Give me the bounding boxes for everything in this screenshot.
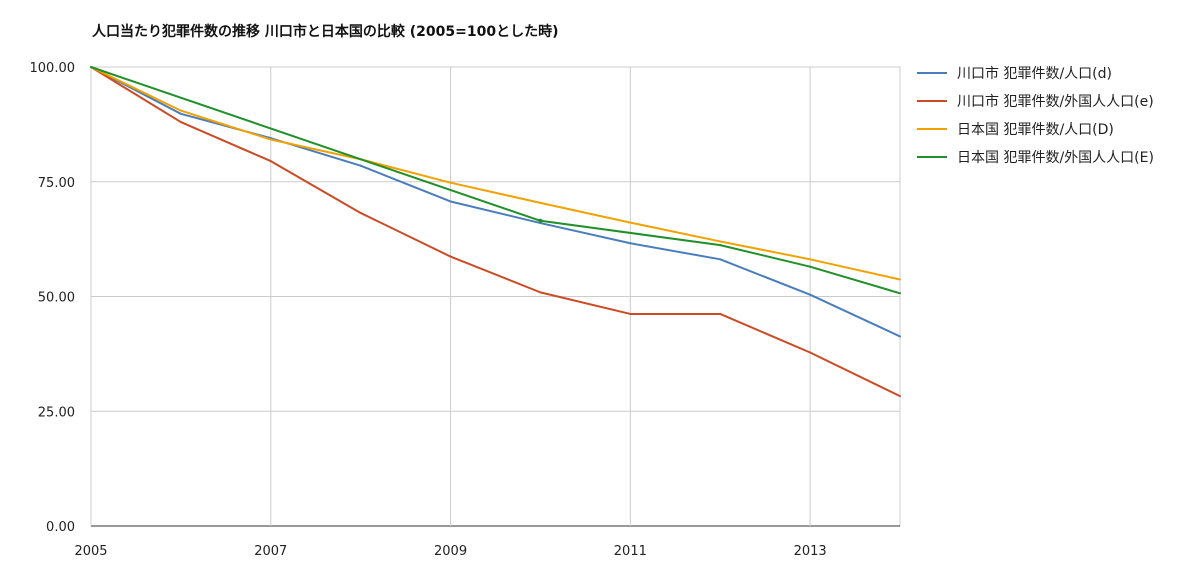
y-tick-label: 50.00 [38,291,75,306]
y-tick-label: 25.00 [38,405,75,420]
series-lines [90,66,901,398]
series-2-segment [719,312,812,354]
series-3-segment [449,181,542,204]
series-4-point [538,218,543,223]
series-3-segment [719,240,812,261]
series-4-segment [90,66,542,222]
legend-label: 川口市 犯罪件数/外国人人口(e) [957,93,1154,110]
x-tick-label: 2009 [434,544,467,559]
legend-item: 日本国 犯罪件数/人口(D) [917,122,1114,138]
series-3-segment [90,66,182,112]
series-3-segment [629,221,722,243]
legend-item: 川口市 犯罪件数/外国人人口(e) [917,93,1154,110]
x-tick-label: 2007 [254,544,287,559]
series-1-segment [359,164,452,203]
series-2-segment [449,255,542,294]
chart-title: 人口当たり犯罪件数の推移 川口市と日本国の比較 (2005=100とした時) [92,23,558,40]
gridlines [90,66,901,527]
series-3-segment [809,258,901,281]
series-3-segment [269,138,362,161]
legend-label: 川口市 犯罪件数/人口(d) [957,65,1112,82]
series-2-segment [809,351,901,398]
series-2-segment [179,121,272,163]
y-tick-label: 100.00 [30,61,76,76]
x-tick-label: 2005 [74,544,107,559]
series-3 [90,66,901,281]
series-1-segment [629,242,722,261]
x-tick-label: 2013 [794,544,827,559]
legend-label: 日本国 犯罪件数/外国人人口(E) [957,150,1154,166]
series-2-segment [90,66,182,124]
series-3-segment [359,158,452,184]
series-4-segment [719,244,812,268]
series-1-segment [719,258,812,296]
series-3-segment [539,201,632,224]
x-tick-label: 2011 [614,544,647,559]
series-3-segment [179,109,272,141]
series-2-segment [359,211,452,258]
series-1-segment [539,222,632,245]
legend-item: 日本国 犯罪件数/外国人人口(E) [917,150,1154,166]
series-4 [90,66,901,295]
series-2 [90,66,901,398]
y-tick-label: 0.00 [46,520,75,535]
y-tick-label: 75.00 [38,176,75,191]
series-4-segment [809,265,901,295]
series-1-segment [449,200,542,225]
series-1-segment [809,293,901,338]
legend-item: 川口市 犯罪件数/人口(d) [917,65,1112,82]
legend: 川口市 犯罪件数/人口(d) 川口市 犯罪件数/外国人人口(e) 日本国 犯罪件数/… [917,65,1154,166]
legend-label: 日本国 犯罪件数/人口(D) [957,122,1114,138]
series-4-segment [539,219,722,247]
series-2-segment [539,291,632,315]
axes: 0.00 25.00 50.00 75.00 100.00 2005 2007 2009 201… [30,61,827,559]
series-2-segment [269,160,362,214]
